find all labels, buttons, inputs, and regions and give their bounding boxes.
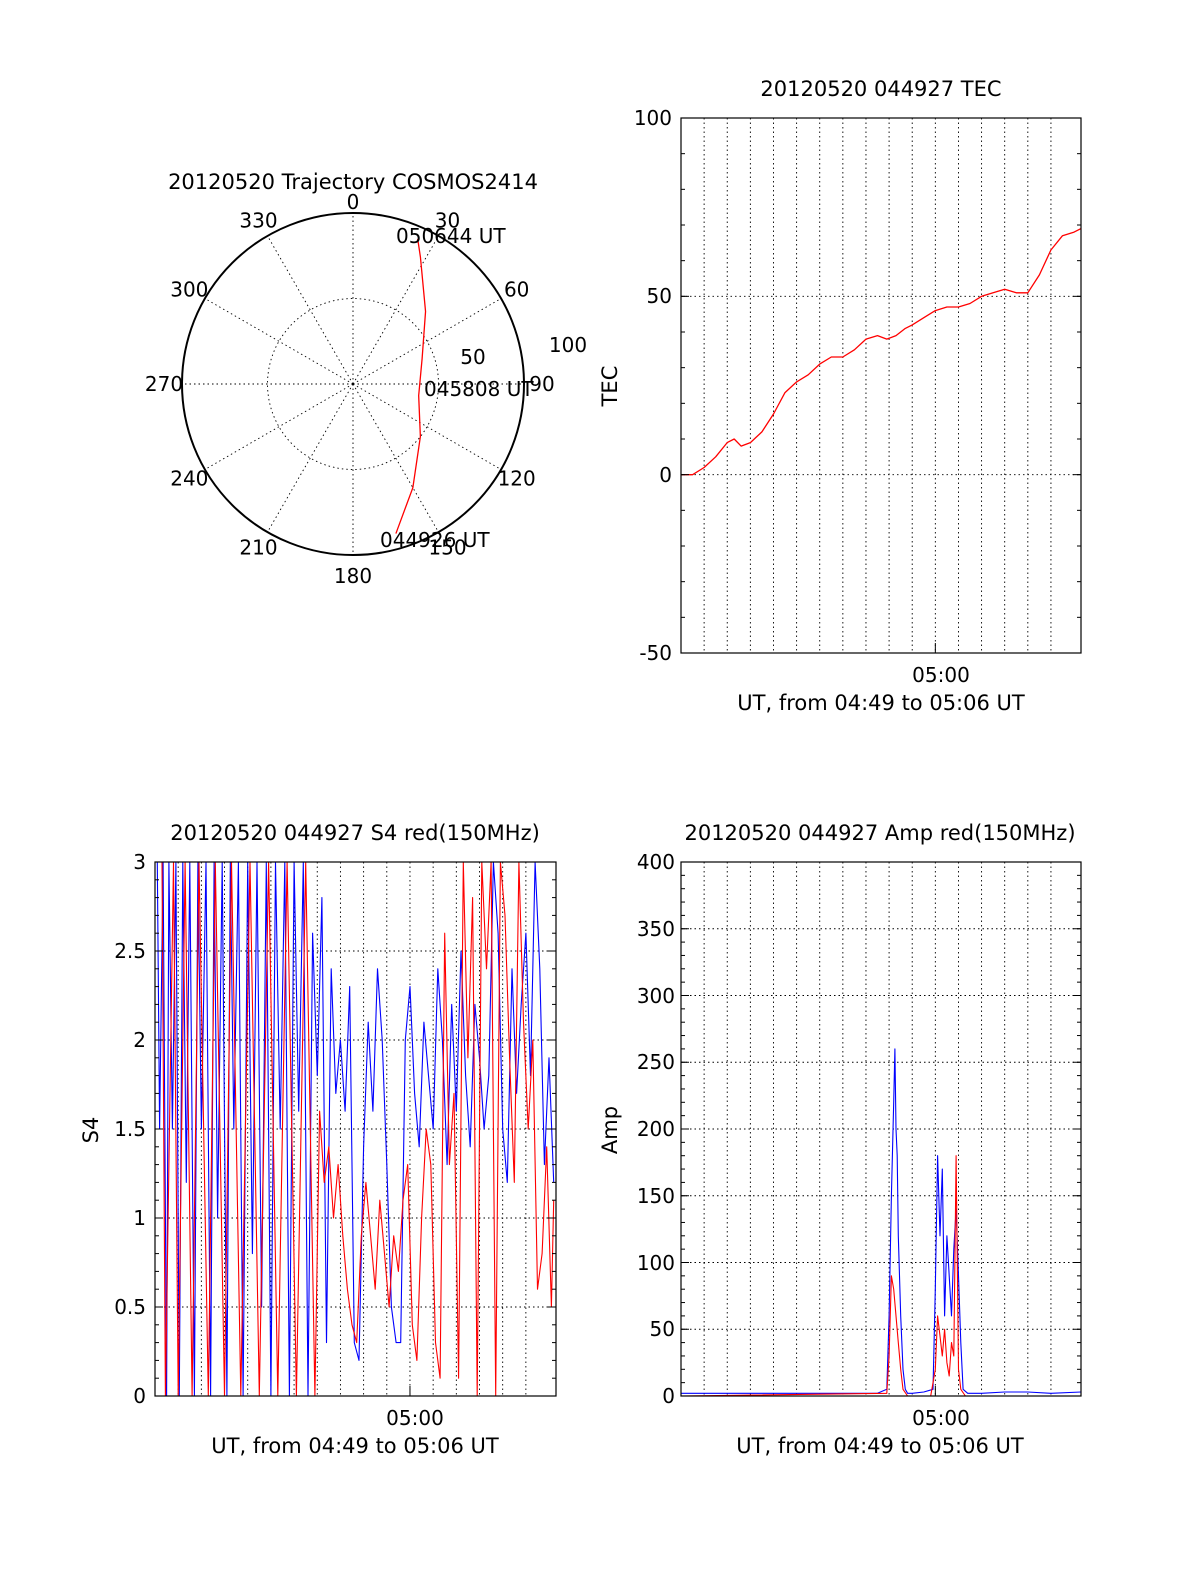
polar-azimuth-label: 240	[170, 467, 208, 491]
polar-spoke	[204, 383, 354, 470]
s4-y-tick-label: 2.5	[114, 939, 146, 963]
s4-y-tick-label: 2	[133, 1028, 146, 1052]
tec-x-axis-label: UT, from 04:49 to 05:06 UT	[737, 691, 1025, 715]
s4-y-axis-label: S4	[79, 1117, 103, 1144]
s4-series	[156, 861, 555, 1397]
polar-azimuth-label: 180	[334, 564, 372, 588]
s4-panel: 20120520 044927 S4 red(150MHz) 3 2.5 2 1…	[79, 821, 557, 1458]
tec-y-tick-labels: 100 50 0 -50	[634, 106, 672, 665]
polar-spoke	[267, 235, 354, 385]
amp-panel: 20120520 044927 Amp red(150MHz) 400 350 …	[598, 821, 1082, 1458]
polar-start-time-label: 044926 UT	[380, 528, 490, 552]
tec-title: 20120520 044927 TEC	[760, 77, 1001, 101]
polar-spoke	[204, 298, 354, 385]
s4-x-tick-label: 05:00	[386, 1406, 444, 1430]
amp-series	[680, 1048, 1082, 1397]
s4-x-axis-label: UT, from 04:49 to 05:06 UT	[211, 1434, 499, 1458]
polar-azimuth-label: 300	[170, 278, 208, 302]
polar-title: 20120520 Trajectory COSMOS2414	[168, 170, 538, 194]
s4-y-tick-label: 0	[133, 1384, 146, 1408]
amp-title: 20120520 044927 Amp red(150MHz)	[684, 821, 1075, 845]
polar-ring-50	[267, 298, 439, 470]
polar-spoke	[352, 383, 502, 470]
tec-tick-marks	[681, 117, 1081, 654]
polar-spoke	[267, 383, 354, 533]
amp-y-tick-label: 0	[662, 1384, 675, 1408]
polar-spoke	[352, 235, 439, 385]
polar-azimuth-label: 210	[239, 536, 277, 560]
tec-y-tick-label: 50	[647, 284, 672, 308]
tec-y-axis-label: TEC	[598, 366, 622, 408]
s4-y-tick-labels: 3 2.5 2 1.5 1 0.5 0	[114, 850, 146, 1408]
tec-red-series-line	[681, 228, 1082, 476]
amp-blue-series-line	[681, 1048, 1082, 1394]
polar-ring-label-50: 50	[460, 345, 485, 369]
polar-azimuth-labels: 0 30 60 90 120 150 180 210 240 270 300 330	[145, 190, 555, 588]
polar-azimuth-label: 90	[529, 372, 554, 396]
tec-x-tick-label: 05:00	[912, 663, 970, 687]
polar-panel: 20120520 Trajectory COSMOS2414 0 30 60 90 12…	[145, 170, 587, 588]
polar-azimuth-label: 60	[504, 278, 529, 302]
polar-grid	[182, 213, 524, 555]
amp-y-tick-label: 50	[650, 1317, 675, 1341]
polar-outer-circle	[181, 212, 525, 556]
s4-tick-marks	[155, 861, 556, 1397]
tec-y-tick-label: 0	[659, 463, 672, 487]
amp-x-axis-label: UT, from 04:49 to 05:06 UT	[736, 1434, 1024, 1458]
polar-spoke	[352, 383, 439, 533]
polar-middle-time-label: 045808 UT	[424, 377, 534, 401]
tec-y-tick-label: 100	[634, 106, 672, 130]
s4-y-tick-label: 1.5	[114, 1117, 146, 1141]
polar-trajectory-line	[395, 238, 427, 534]
polar-end-time-label: 050644 UT	[396, 224, 506, 248]
polar-azimuth-label: 330	[239, 208, 277, 232]
polar-azimuth-label: 30	[435, 208, 460, 232]
polar-azimuth-label: 270	[145, 372, 183, 396]
tec-plot-frame	[680, 117, 1082, 654]
amp-y-tick-label: 400	[637, 850, 675, 874]
tec-panel: 20120520 044927 TEC 100 50 0 -50 05:00 U…	[598, 77, 1082, 715]
s4-title: 20120520 044927 S4 red(150MHz)	[170, 821, 540, 845]
amp-y-tick-label: 200	[637, 1117, 675, 1141]
tec-grid	[681, 118, 1081, 653]
amp-y-tick-label: 100	[637, 1251, 675, 1275]
amp-y-axis-label: Amp	[598, 1106, 622, 1154]
tec-y-tick-label: -50	[639, 641, 672, 665]
amp-y-tick-labels: 400 350 300 250 200 150 100 50 0	[637, 850, 675, 1408]
s4-y-tick-label: 1	[133, 1206, 146, 1230]
amp-y-tick-label: 300	[637, 984, 675, 1008]
polar-azimuth-label: 0	[347, 190, 360, 214]
s4-red-series-line	[161, 861, 555, 1397]
tec-series	[681, 228, 1082, 476]
amp-y-tick-label: 250	[637, 1050, 675, 1074]
amp-red-series-line	[680, 1155, 966, 1397]
s4-y-tick-label: 3	[133, 850, 146, 874]
amp-grid	[681, 862, 1081, 1396]
polar-ring-label-100: 100	[549, 333, 587, 357]
amp-y-tick-label: 150	[637, 1184, 675, 1208]
amp-tick-marks	[681, 861, 1081, 1397]
s4-y-tick-label: 0.5	[114, 1295, 146, 1319]
polar-azimuth-label: 120	[498, 467, 536, 491]
polar-azimuth-label: 150	[428, 536, 466, 560]
amp-y-tick-label: 350	[637, 917, 675, 941]
amp-x-tick-label: 05:00	[912, 1406, 970, 1430]
